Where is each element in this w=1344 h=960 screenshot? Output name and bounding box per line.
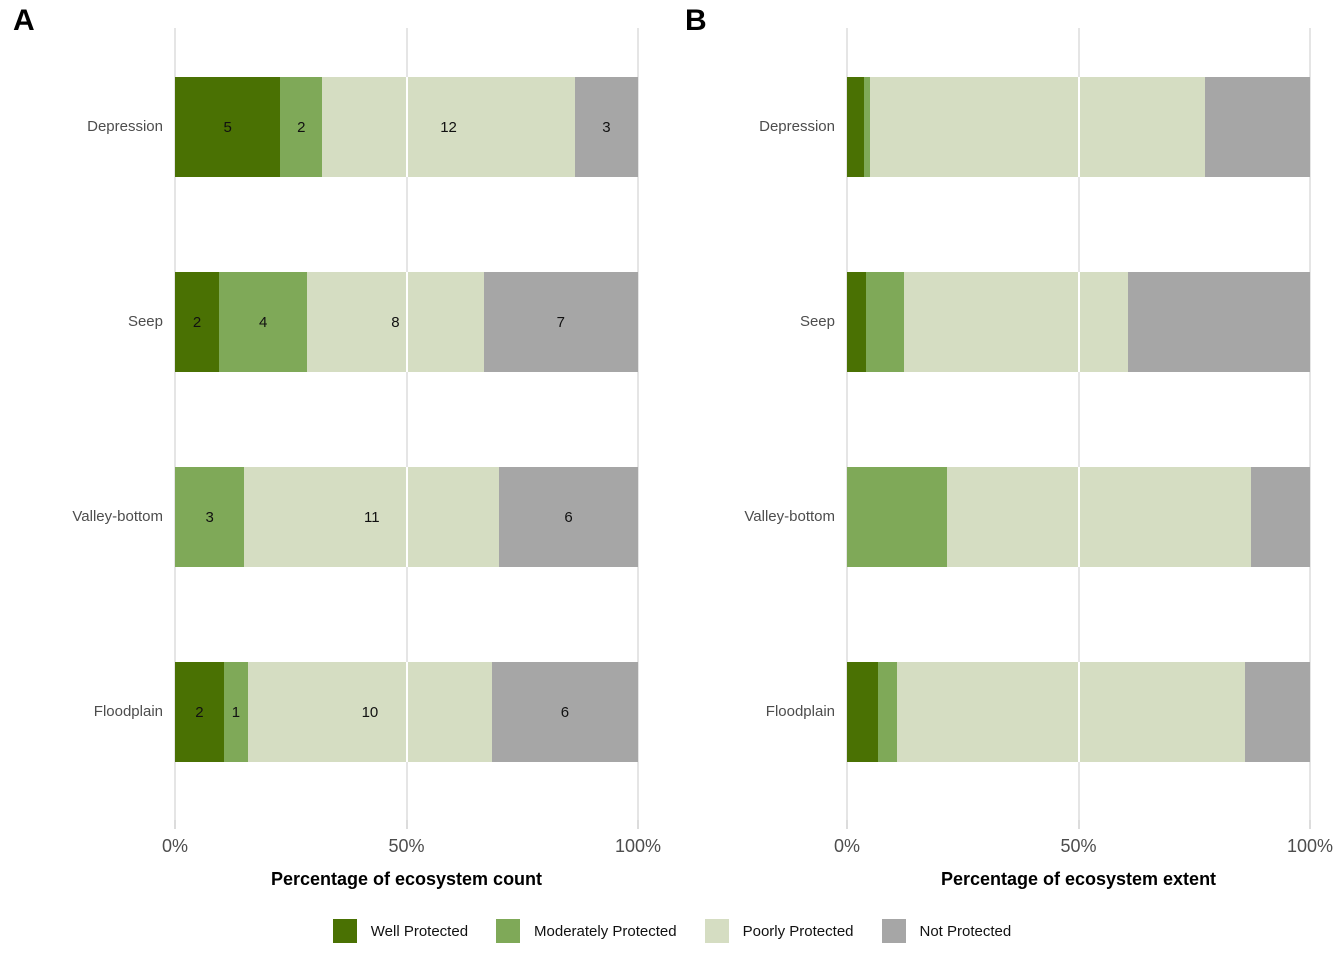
segment-poorly-protected bbox=[947, 467, 1252, 567]
x-tick-label: 50% bbox=[388, 836, 425, 856]
category-label-depression: Depression bbox=[759, 118, 835, 135]
legend-swatch-moderately-protected bbox=[496, 919, 521, 943]
segment-not-protected bbox=[1205, 77, 1310, 177]
segment-moderately-protected bbox=[864, 77, 871, 177]
segment-poorly-protected: 10 bbox=[248, 662, 492, 762]
legend-label-poorly-protected: Poorly Protected bbox=[742, 922, 854, 940]
segment-well-protected: 5 bbox=[175, 77, 281, 177]
legend-swatch-not-protected bbox=[881, 919, 906, 943]
category-label-valley-bottom: Valley-bottom bbox=[72, 508, 163, 525]
segment-moderately-protected: 3 bbox=[175, 467, 245, 567]
segment-not-protected: 6 bbox=[499, 467, 638, 567]
gridline-100pct bbox=[637, 28, 639, 820]
legend-item-moderately-protected: Moderately Protected bbox=[496, 919, 677, 943]
segment-moderately-protected: 1 bbox=[223, 662, 249, 762]
segment-moderately-protected: 4 bbox=[219, 272, 308, 372]
x-axis-title: Percentage of ecosystem count bbox=[270, 869, 543, 889]
segment-poorly-protected bbox=[904, 272, 1129, 372]
category-label-floodplain: Floodplain bbox=[765, 703, 835, 720]
legend-label-moderately-protected: Moderately Protected bbox=[534, 922, 677, 940]
segment-not-protected: 3 bbox=[574, 77, 638, 177]
segment-well-protected bbox=[847, 77, 865, 177]
segment-not-protected: 7 bbox=[483, 272, 638, 372]
x-tick-label: 50% bbox=[1060, 836, 1097, 856]
segment-moderately-protected bbox=[866, 272, 905, 372]
category-label-depression: Depression bbox=[87, 118, 163, 135]
panel-a-plot-area: 5 2 12 3 2 4 8 7 3 11 6 2 1 10 6 0% 50% 100% Percentag… bbox=[162, 28, 661, 889]
segment-moderately-protected bbox=[877, 662, 897, 762]
x-tick-50pct bbox=[405, 820, 408, 829]
segment-well-protected bbox=[847, 272, 867, 372]
category-label-seep: Seep bbox=[127, 313, 163, 330]
gridline-50pct bbox=[1077, 28, 1080, 820]
x-tick-0pct bbox=[846, 820, 848, 829]
legend-label-well-protected: Well Protected bbox=[370, 922, 469, 940]
bar-floodplain: 2 1 10 6 bbox=[175, 662, 638, 762]
segment-poorly-protected bbox=[896, 662, 1246, 762]
bar-valley-bottom: 3 11 6 bbox=[175, 467, 638, 567]
legend-item-well-protected: Well Protected bbox=[332, 919, 469, 943]
legend-label-not-protected: Not Protected bbox=[919, 922, 1012, 940]
segment-well-protected: 2 bbox=[175, 662, 224, 762]
bar-depression bbox=[847, 77, 1310, 177]
panel-b-plot-area: 0% 50% 100% Percentage of ecosystem exte… bbox=[834, 28, 1333, 889]
segment-poorly-protected: 11 bbox=[244, 467, 500, 567]
segment-moderately-protected: 2 bbox=[280, 77, 323, 177]
panel-b: B 0% 50% 100% Percentage of ecosystem ex… bbox=[672, 0, 1344, 910]
x-tick-100pct bbox=[1309, 820, 1311, 829]
category-label-floodplain: Floodplain bbox=[93, 703, 163, 720]
segment-poorly-protected: 12 bbox=[322, 77, 575, 177]
gridline-0pct bbox=[174, 28, 176, 820]
segment-not-protected: 6 bbox=[491, 662, 638, 762]
segment-poorly-protected bbox=[870, 77, 1206, 177]
segment-well-protected: 2 bbox=[175, 272, 220, 372]
segment-not-protected bbox=[1245, 662, 1310, 762]
legend-item-poorly-protected: Poorly Protected bbox=[704, 919, 854, 943]
x-tick-label: 100% bbox=[614, 836, 662, 856]
segment-well-protected bbox=[847, 662, 878, 762]
gridline-50pct bbox=[405, 28, 408, 820]
bar-valley-bottom bbox=[847, 467, 1310, 567]
legend-swatch-well-protected bbox=[332, 919, 357, 943]
bar-depression: 5 2 12 3 bbox=[175, 77, 638, 177]
legend-item-not-protected: Not Protected bbox=[881, 919, 1012, 943]
legend: Well Protected Moderately Protected Poorly… bbox=[0, 912, 1344, 950]
x-tick-0pct bbox=[174, 820, 176, 829]
segment-not-protected bbox=[1251, 467, 1310, 567]
segment-moderately-protected bbox=[847, 467, 947, 567]
x-tick-label: 100% bbox=[1286, 836, 1334, 856]
x-axis-title: Percentage of ecosystem extent bbox=[940, 869, 1217, 889]
bar-seep bbox=[847, 272, 1310, 372]
panel-a-tag: A bbox=[13, 4, 35, 37]
segment-not-protected bbox=[1128, 272, 1310, 372]
category-label-valley-bottom: Valley-bottom bbox=[744, 508, 835, 525]
panel-b-tag: B bbox=[685, 4, 707, 37]
segment-poorly-protected: 8 bbox=[307, 272, 484, 372]
category-label-seep: Seep bbox=[799, 313, 835, 330]
x-tick-label: 0% bbox=[833, 836, 860, 856]
x-tick-50pct bbox=[1077, 820, 1080, 829]
bar-floodplain bbox=[847, 662, 1310, 762]
legend-swatch-poorly-protected bbox=[704, 919, 729, 943]
gridline-0pct bbox=[846, 28, 848, 820]
panel-a: A 5 2 12 3 2 4 8 7 3 11 6 2 1 10 6 0% 50% 100% Percent… bbox=[0, 0, 672, 910]
x-tick-100pct bbox=[637, 820, 639, 829]
gridline-100pct bbox=[1309, 28, 1311, 820]
x-tick-label: 0% bbox=[161, 836, 188, 856]
